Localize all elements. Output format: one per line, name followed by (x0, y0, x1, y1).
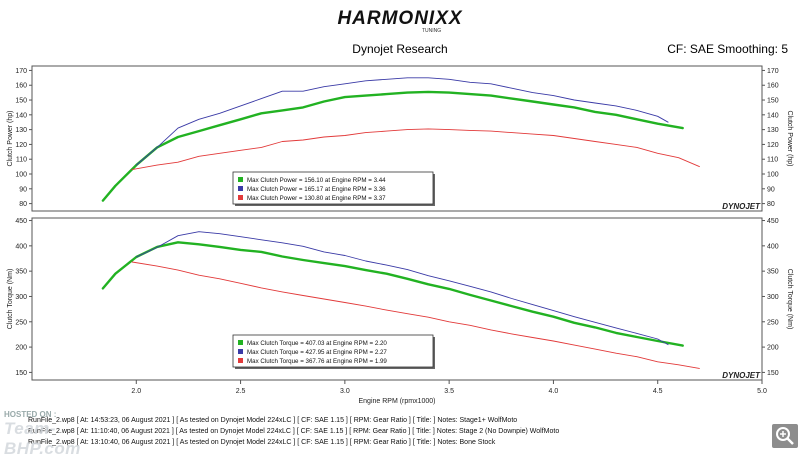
legend-swatch (238, 340, 243, 345)
watermark-hosted-label: HOSTED ON : (4, 410, 57, 419)
y-tick-label: 90 (19, 186, 27, 193)
y-tick-label: 80 (19, 201, 27, 208)
y-tick-label: 450 (15, 218, 27, 225)
y-tick-label: 160 (15, 83, 27, 90)
y-tick-label-right: 350 (767, 269, 779, 276)
y-axis-label-right: Clutch Power (hp) (786, 110, 793, 166)
legend-entry: Max Clutch Torque = 407.03 at Engine RPM… (247, 340, 387, 347)
dynojet-brand-mark: DYNOJET (722, 371, 761, 380)
harmonixx-logo: HARMONIXX TUNING (330, 8, 470, 34)
legend-swatch (238, 195, 243, 200)
y-tick-label: 350 (15, 269, 27, 276)
legend-entry: Max Clutch Power = 130.80 at Engine RPM … (247, 195, 386, 202)
y-tick-label-right: 400 (767, 243, 779, 250)
torque-chart: 150 150 200 200 250 250 300 300 350 350 400 400 450 4… (7, 217, 793, 405)
y-tick-label-right: 150 (767, 370, 779, 377)
torque-series-line-1 (101, 241, 684, 347)
x-tick-label: 4.0 (549, 388, 559, 395)
x-tick-label: 4.5 (653, 388, 663, 395)
y-tick-label: 140 (15, 112, 27, 119)
y-tick-label: 250 (15, 319, 27, 326)
legend-swatch (238, 358, 243, 363)
power-legend (232, 171, 434, 205)
y-tick-label: 400 (15, 243, 27, 250)
y-tick-label-right: 200 (767, 345, 779, 352)
power-series-line-2 (135, 77, 669, 166)
y-tick-label: 170 (15, 68, 27, 75)
zoom-icon (776, 427, 794, 445)
y-tick-label-right: 140 (767, 112, 779, 119)
power-series-line-1 (101, 90, 684, 202)
torque-series-line-3 (131, 261, 700, 369)
logo-subtext: TUNING (422, 28, 442, 34)
y-axis-label-right: Clutch Torque (Nm) (786, 269, 793, 330)
y-tick-label-right: 90 (767, 186, 775, 193)
hosted-watermark: HOSTED ON : Team-BHP.com (2, 410, 122, 458)
zoom-button[interactable] (772, 424, 798, 448)
y-tick-label: 200 (15, 345, 27, 352)
x-tick-label: 3.0 (340, 388, 350, 395)
y-tick-label-right: 160 (767, 83, 779, 90)
run-file-line: RunFile_2.wp8 [ At: 14:53:23, 06 August … (28, 417, 518, 424)
y-tick-label: 100 (15, 172, 27, 179)
y-tick-label: 130 (15, 127, 27, 134)
x-tick-label: 3.5 (444, 388, 454, 395)
y-tick-label-right: 450 (767, 218, 779, 225)
y-tick-label: 120 (15, 142, 27, 149)
y-axis-label: Clutch Torque (Nm) (7, 269, 14, 330)
y-tick-label: 150 (15, 370, 27, 377)
y-tick-label-right: 130 (767, 127, 779, 134)
y-tick-label-right: 250 (767, 319, 779, 326)
y-axis-label: Clutch Power (hp) (7, 110, 14, 166)
torque-series-line-2 (135, 231, 669, 346)
x-tick-label: 2.5 (236, 388, 246, 395)
x-tick-label: 2.0 (131, 388, 141, 395)
y-tick-label-right: 80 (767, 201, 775, 208)
y-tick-label-right: 120 (767, 142, 779, 149)
torque-legend (232, 334, 434, 368)
y-tick-label-right: 300 (767, 294, 779, 301)
chart-header-title: Dynojet Research (352, 42, 448, 56)
dyno-charts: 80 80 90 90 100 100 110 110 120 120 130 130 140 140 15… (7, 65, 793, 405)
y-tick-label: 110 (16, 157, 27, 164)
legend-entry: Max Clutch Torque = 427.95 at Engine RPM… (247, 349, 387, 356)
legend-entry: Max Clutch Torque = 367.76 at Engine RPM… (247, 358, 387, 365)
run-file-line: RunFile_2.wp8 [ At: 13:10:40, 06 August … (28, 439, 496, 446)
run-file-line: RunFile_2.wp8 [ At: 11:10:40, 06 August … (28, 428, 560, 435)
legend-entry: Max Clutch Power = 165.17 at Engine RPM … (247, 186, 386, 193)
run-file-list: RunFile_2.wp8 [ At: 14:53:23, 06 August … (28, 415, 559, 448)
dynojet-brand-mark: DYNOJET (722, 202, 761, 211)
y-tick-label-right: 110 (767, 157, 778, 164)
legend-swatch (238, 349, 243, 354)
y-tick-label: 300 (15, 294, 27, 301)
x-axis-label: Engine RPM (rpmx1000) (358, 398, 435, 405)
y-tick-label-right: 150 (767, 98, 779, 105)
watermark-brand: Team-BHP.com (4, 419, 81, 458)
legend-entry: Max Clutch Power = 156.10 at Engine RPM … (247, 177, 386, 184)
y-tick-label-right: 170 (767, 68, 779, 75)
y-tick-label-right: 100 (767, 172, 779, 179)
power-chart: 80 80 90 90 100 100 110 110 120 120 130 130 140 140 15… (7, 65, 793, 212)
correction-factor-label: CF: SAE Smoothing: 5 (667, 42, 788, 56)
x-tick-label: 5.0 (757, 388, 767, 395)
legend-swatch (238, 177, 243, 182)
logo-text: HARMONIXX (337, 8, 463, 29)
y-tick-label: 150 (15, 98, 27, 105)
power-series-line-3 (131, 128, 700, 171)
legend-swatch (238, 186, 243, 191)
